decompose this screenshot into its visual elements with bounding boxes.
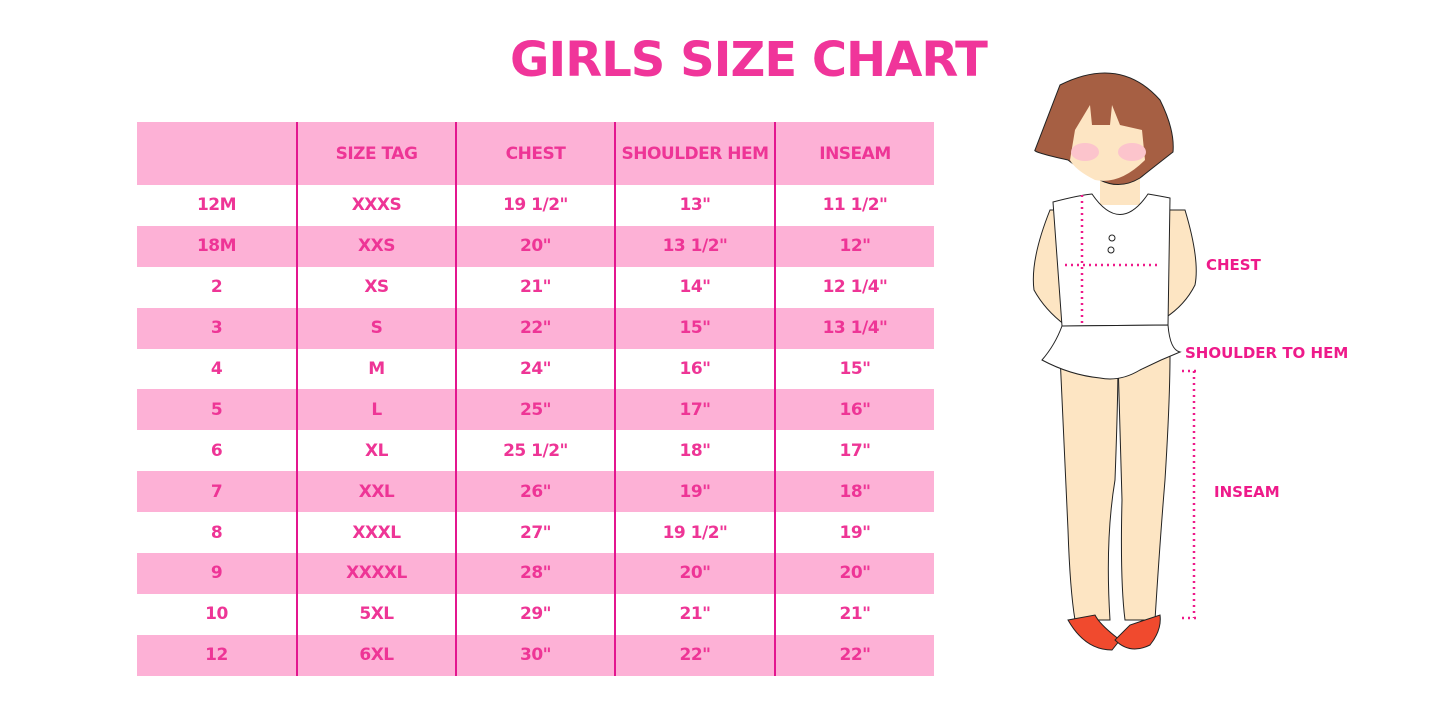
table-cell: XXXXL: [296, 553, 456, 594]
table-cell: S: [296, 307, 456, 349]
table-cell: 5XL: [296, 593, 456, 635]
table-cell: XXL: [296, 471, 456, 513]
table-row: 3 S 22" 15" 13 1/4": [137, 307, 934, 349]
table-cell: 16": [614, 348, 775, 390]
table-cell: 18M: [137, 225, 297, 267]
page-title: GIRLS SIZE CHART: [510, 32, 988, 88]
table-cell: 22": [774, 634, 934, 676]
table-cell: 19": [614, 471, 775, 513]
table-cell: XS: [296, 266, 456, 308]
table-cell: XXXL: [296, 512, 456, 554]
table-cell: 28": [455, 553, 615, 594]
table-cell: 15": [614, 307, 775, 349]
table-cell: 6: [210, 440, 223, 461]
table-cell: 13": [614, 185, 775, 226]
table-cell: 2: [210, 277, 223, 298]
table-cell: 10: [205, 604, 228, 625]
table-cell: 12: [137, 634, 297, 676]
table-cell: 30": [455, 634, 615, 676]
column-header: SIZE TAG: [296, 122, 456, 185]
table-row: 4 M 24" 16" 15": [137, 348, 934, 390]
table-cell: 5: [137, 389, 297, 431]
table-cell: 14": [614, 266, 775, 308]
column-header: INSEAM: [774, 122, 934, 185]
table-cell: 12M: [196, 195, 237, 216]
table-cell: 20": [614, 553, 775, 594]
table-cell: 21": [455, 266, 615, 308]
table-cell: 9: [137, 553, 297, 594]
table-row: 5 L 25" 17" 16": [137, 389, 934, 431]
chest-label: CHEST: [1206, 256, 1261, 274]
table-cell: 16": [774, 389, 934, 431]
table-cell: 11 1/2": [774, 185, 934, 226]
table-cell: 25 1/2": [455, 430, 615, 472]
table-row: 8 XXXL 27" 19 1/2" 19": [137, 512, 934, 554]
table-cell: XL: [296, 430, 456, 472]
table-cell: L: [296, 389, 456, 431]
table-cell: 19": [774, 512, 934, 554]
table-row: 9 XXXXL 28" 20" 20": [137, 553, 934, 594]
table-cell: XXXS: [296, 185, 456, 226]
table-row: 12 6XL 30" 22" 22": [137, 634, 934, 676]
girl-illustration: [1032, 72, 1200, 651]
table-cell: M: [296, 348, 456, 390]
table-cell: 6XL: [296, 634, 456, 676]
table-cell: 19 1/2": [614, 512, 775, 554]
table-cell: 17": [614, 389, 775, 431]
table-cell: 12": [774, 225, 934, 267]
table-cell: 15": [774, 348, 934, 390]
table-cell: 29": [455, 593, 615, 635]
table-cell: 21": [614, 593, 775, 635]
table-cell: 18": [774, 471, 934, 513]
table-cell: 20": [455, 225, 615, 267]
size-chart-table: SIZE TAG CHEST SHOULDER HEM INSEAM 12M XXXS 1…: [137, 122, 934, 676]
column-header: [137, 122, 297, 185]
table-row: 6 XL 25 1/2" 18" 17": [137, 430, 934, 472]
table-cell: 21": [774, 593, 934, 635]
table-cell: 12 1/4": [774, 266, 934, 308]
table-cell: 7: [137, 471, 297, 513]
table-cell: 13 1/2": [614, 225, 775, 267]
inseam-label: INSEAM: [1214, 483, 1280, 501]
table-cell: 18": [614, 430, 775, 472]
table-cell: 3: [137, 307, 297, 349]
column-header: CHEST: [455, 122, 615, 185]
table-cell: XXS: [296, 225, 456, 267]
table-cell: 22": [455, 307, 615, 349]
table-header-row: SIZE TAG CHEST SHOULDER HEM INSEAM: [137, 122, 934, 185]
column-header: SHOULDER HEM: [614, 122, 775, 185]
table-cell: 4: [210, 359, 223, 379]
table-cell: 13 1/4": [774, 307, 934, 349]
table-cell: 20": [774, 553, 934, 594]
table-cell: 22": [614, 634, 775, 676]
table-row: 7 XXL 26" 19" 18": [137, 471, 934, 513]
table-row: 18M XXS 20" 13 1/2" 12": [137, 225, 934, 267]
table-cell: 27": [455, 512, 615, 554]
table-cell: 8: [210, 522, 223, 543]
table-cell: 19 1/2": [455, 185, 615, 226]
table-row: 12M XXXS 19 1/2" 13" 11 1/2": [137, 185, 934, 226]
table-row: 2 XS 21" 14" 12 1/4": [137, 266, 934, 308]
table-row: 10 5XL 29" 21" 21": [137, 593, 934, 635]
table-cell: 26": [455, 471, 615, 513]
table-cell: 25": [455, 389, 615, 431]
shoulder-to-hem-label: SHOULDER TO HEM: [1185, 344, 1349, 362]
table-cell: 24": [455, 348, 615, 390]
table-cell: 17": [774, 430, 934, 472]
